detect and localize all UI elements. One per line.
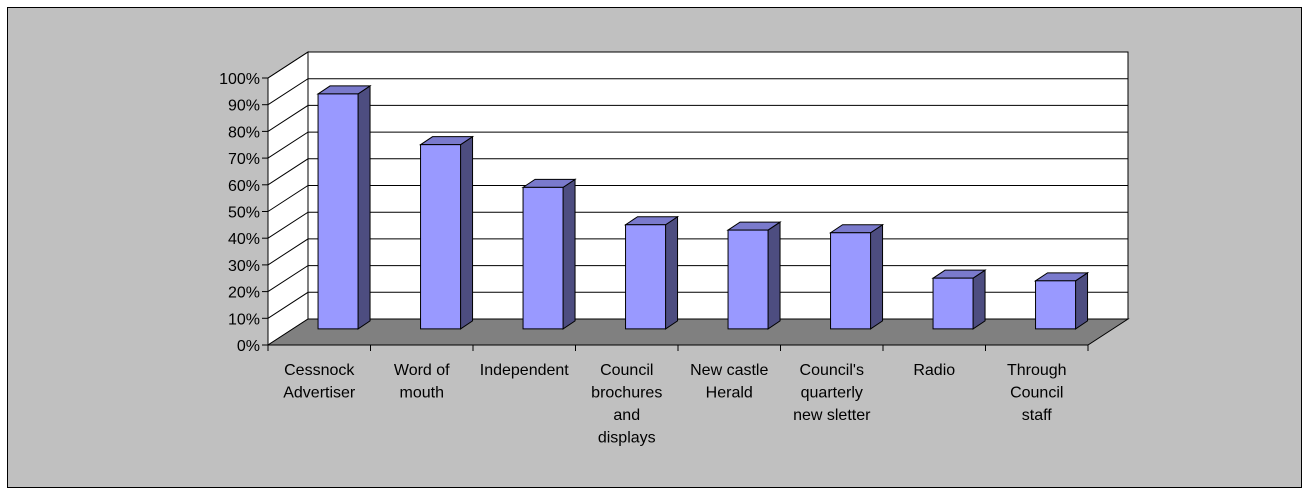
x-tick-label-line: staff: [1022, 407, 1053, 424]
gridline: [267, 158, 1128, 186]
bar-side: [870, 223, 884, 330]
bar-side: [767, 221, 781, 330]
bar-front: [932, 277, 974, 330]
y-tick-label: 0%: [237, 338, 260, 355]
bar-front: [830, 232, 872, 330]
y-tick-label: 30%: [228, 258, 260, 275]
x-tick-label-line: Council: [600, 362, 653, 379]
x-tick-label-line: Cessnock: [284, 362, 355, 379]
x-tick-label-line: Through: [1007, 362, 1067, 379]
y-tick-label: 20%: [228, 285, 260, 302]
bar: [521, 178, 577, 330]
x-tick-label: Council brochures and displays: [591, 362, 662, 447]
x-tick-label: Through Council staff: [1007, 362, 1067, 424]
x-tick-label: Word of mouth: [394, 362, 450, 402]
x-tick-label-line: mouth: [400, 385, 444, 402]
y-tick-label: 70%: [228, 151, 260, 168]
x-tick-label-line: Radio: [913, 362, 955, 379]
bar-front: [420, 144, 462, 330]
bar: [828, 223, 885, 330]
y-tick-label: 10%: [228, 311, 260, 328]
x-tick-label: Independent: [480, 362, 570, 379]
bar: [931, 269, 987, 330]
bar-side: [1075, 271, 1089, 330]
gridline: [267, 51, 1128, 79]
gridline: [267, 185, 1128, 212]
y-tick-label: 50%: [228, 205, 260, 222]
bar-front: [317, 93, 359, 330]
x-tick-label-line: displays: [598, 430, 656, 447]
bar-front: [1035, 280, 1077, 330]
bar: [418, 135, 475, 330]
gridline: [267, 211, 1128, 239]
bar-front: [625, 224, 667, 330]
x-tick-label-line: Council's: [800, 362, 864, 379]
bar-side: [357, 84, 371, 330]
x-tick-label-line: Independent: [480, 362, 570, 379]
y-tick-label: 60%: [228, 178, 260, 195]
y-tick-label: 100%: [219, 71, 260, 88]
bar-front: [727, 229, 769, 330]
gridline: [267, 131, 1128, 159]
x-tick-label-line: new sletter: [793, 407, 871, 424]
bar: [316, 84, 372, 330]
x-tick-label-line: New castle: [690, 362, 768, 379]
x-tick-label-line: Herald: [706, 385, 753, 402]
x-tick-label: Radio: [913, 362, 955, 379]
bar: [726, 221, 782, 330]
x-tick-label: New castle Herald: [690, 362, 768, 402]
x-tick-label-line: Word of: [394, 362, 450, 379]
plot-floor: [266, 318, 1130, 346]
gridline: [267, 78, 1128, 106]
x-tick-label-line: brochures: [591, 385, 662, 402]
x-tick-label-line: quarterly: [801, 385, 863, 402]
y-tick-label: 80%: [228, 124, 260, 141]
bar-front: [522, 186, 564, 330]
y-tick-label: 90%: [228, 98, 260, 115]
y-tick-label: 40%: [228, 231, 260, 248]
bar-side: [665, 215, 679, 330]
x-tick-label-line: Advertiser: [283, 385, 356, 402]
bar: [1033, 271, 1090, 330]
bar: [623, 215, 680, 330]
x-tick-label: Council's quarterly new sletter: [793, 362, 871, 424]
x-tick-label-line: Council: [1010, 385, 1063, 402]
bar-side: [972, 269, 986, 330]
bar-side: [562, 178, 576, 330]
x-tick-label: Cessnock Advertiser: [283, 362, 356, 402]
x-tick-label-line: and: [613, 407, 640, 424]
bar-side: [460, 135, 474, 330]
gridline: [267, 104, 1128, 132]
